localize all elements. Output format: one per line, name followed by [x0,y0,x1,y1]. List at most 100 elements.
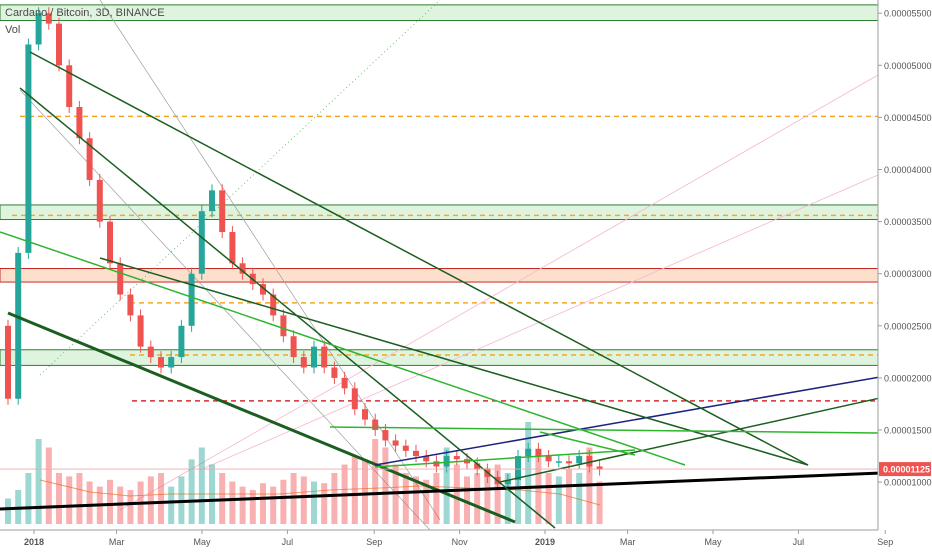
trendline-blue [374,376,879,466]
candle-body [525,448,532,457]
volume-bar [382,447,389,524]
volume-bar [147,476,154,524]
candle-body [45,13,52,24]
volume-bar [484,467,491,524]
last-price-label: 0.00001125 [883,465,930,475]
candle-body [25,44,32,253]
trendline-thick-dark [7,311,516,524]
volume-bar [331,473,338,524]
volume-bar [351,456,358,524]
candle-body [351,388,358,410]
time-tick-label: Mar [620,537,636,547]
price-tick-label: 0.00005000 [884,61,932,71]
candle-body [260,284,266,295]
candle-body [586,456,593,467]
candle-body [362,409,368,420]
candle-body [158,357,164,368]
volume-bar [321,483,328,524]
volume-bar [239,486,246,524]
pink-fan-line [119,74,879,511]
price-tick-label: 0.00002500 [884,321,932,331]
candle-body [474,463,481,470]
price-tick-label: 0.00003500 [884,217,932,227]
time-tick-label: Sep [877,537,893,547]
price-tick-label: 0.00001000 [884,478,932,488]
time-tick-label: 2019 [535,537,555,547]
volume-bar [311,481,317,524]
candle-body [15,252,22,399]
volume-bar [372,439,379,524]
resistance-zone-2 [0,268,879,283]
candle-body [555,461,562,463]
volume-bar [127,490,134,524]
volume-bar [413,476,419,524]
price-tick-label: 0.00004500 [884,113,932,123]
symbol-title: Cardano / Bitcoin, 3D, BINANCE [5,7,165,19]
dotted-fan-line [39,0,441,376]
candle-body [229,232,236,264]
candle-body [596,466,603,470]
volume-bar [290,473,297,524]
volume-bar [198,447,205,524]
candle-body [107,221,113,264]
trendline-green-1 [0,231,686,466]
candle-body [178,325,185,358]
trendline-dark-4 [499,397,879,483]
time-tick-label: Nov [452,537,469,547]
trendline-thick-black [0,471,879,511]
volume-bar [66,476,73,524]
candle-body [86,138,93,180]
volume-bar [443,447,450,524]
time-tick-label: Jul [282,537,294,547]
time-axis-bg [0,531,932,550]
volume-bar [76,473,83,524]
volume-bar [107,479,113,524]
volume-bar [158,473,164,524]
volume-bar [362,459,368,524]
candle-body [5,325,11,399]
last-price-badge [879,462,931,477]
candle-body [504,480,511,485]
volume-bar [249,490,256,524]
volume-bar [270,486,277,524]
volume-bar [280,479,287,524]
volume-bar [474,473,481,524]
volume-bar [35,439,42,524]
volume-bar [229,481,236,524]
volume-bar [453,464,460,524]
trendline-dark-2 [19,87,556,529]
candle-body [341,377,348,389]
volume-bar [494,464,501,524]
candle-body [239,263,246,274]
candle-body [576,456,583,464]
volume-bar [45,447,52,524]
candle-body [209,190,215,212]
volume-bar [596,481,603,524]
volume-label: Vol [5,24,21,36]
time-tick-label: Jul [793,537,805,547]
candle-body [270,294,277,316]
volume-bar [433,473,440,524]
volume-bar [504,473,511,524]
volume-bar [535,456,542,524]
volume-bar [188,459,195,524]
candle-body [331,367,338,378]
volume-bar [209,464,215,524]
candle-body [147,346,154,358]
volume-bar [56,473,62,524]
trendline-dark-1 [29,51,809,466]
time-tick-label: Sep [366,537,382,547]
candle-body [290,336,297,358]
price-tick-label: 0.00004000 [884,165,932,175]
candle-body [280,315,287,337]
candle-body [545,456,552,462]
volume-bar [515,459,521,524]
volume-bar [576,473,583,524]
volume-bar [25,473,32,524]
candle-body [117,263,124,295]
candle-body [402,445,409,451]
candle-body [433,461,440,467]
volume-bar [545,473,552,524]
